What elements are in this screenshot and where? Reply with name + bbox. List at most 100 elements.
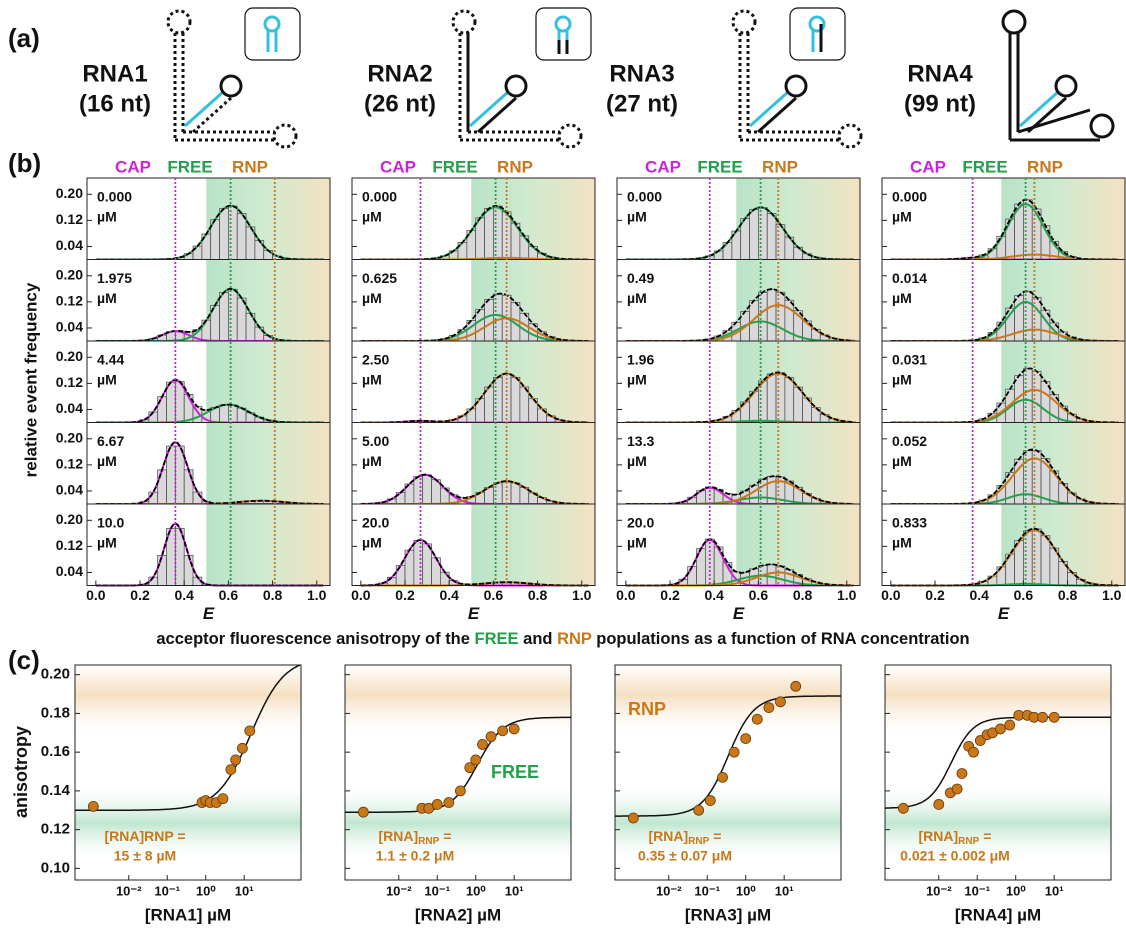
x-tick-label: 0.4 — [174, 587, 194, 603]
x-tick-label: 0.0 — [616, 587, 636, 603]
concentration: 13.3 — [627, 433, 654, 449]
data-point — [237, 742, 248, 754]
kd-name-text: [RNA] — [649, 828, 689, 844]
x-tick-label: 0.2 — [130, 587, 150, 603]
histogram-bar — [749, 484, 759, 505]
x-axis-label: [RNA4] µM — [955, 905, 1041, 924]
x-axis-label: E — [998, 604, 1010, 623]
concentration: 0.052 — [892, 433, 927, 449]
unit: µM — [627, 453, 647, 469]
panel-label: (b) — [8, 148, 41, 178]
x-tick-label: 10¹ — [505, 883, 524, 898]
concentration: 0.031 — [892, 352, 927, 368]
y-tick-label: 0.12 — [56, 293, 83, 309]
y-tick-label: 0.20 — [56, 511, 83, 527]
population-header: FREE — [432, 157, 477, 176]
kd-eq: = — [983, 828, 991, 844]
population-header: RNP — [232, 157, 268, 176]
plot-border — [344, 664, 572, 881]
y-tick-label: 0.18 — [41, 704, 70, 721]
shading-free — [345, 783, 571, 863]
data-point — [933, 799, 945, 810]
data-point — [790, 680, 802, 692]
unit: µM — [362, 453, 382, 469]
histogram-bar — [475, 309, 485, 342]
data-point — [217, 793, 229, 805]
data-point — [1037, 711, 1048, 723]
y-tick-label: 0.12 — [56, 456, 83, 472]
histogram-bar — [1005, 218, 1015, 260]
y-tick-label: 0.16 — [41, 743, 70, 760]
x-tick-label: 10¹ — [1045, 883, 1064, 898]
caption-text: populations as a function of RNA concent… — [596, 630, 969, 648]
data-point — [974, 735, 986, 746]
histogram-bar — [219, 292, 229, 342]
caption-text: acceptor fluorescence anisotropy of the — [156, 630, 470, 648]
x-tick-label: 10¹ — [775, 883, 794, 898]
histogram-bar — [183, 469, 194, 505]
kd-name: [RNA]RNP = — [379, 828, 452, 847]
histogram-bar — [493, 293, 503, 342]
y-tick-label: 0.12 — [41, 821, 70, 838]
histogram-bar — [1040, 535, 1051, 586]
x-tick-label: 1.0 — [572, 587, 592, 603]
unit: µM — [627, 372, 647, 388]
kd-sub: RNP — [688, 836, 709, 847]
x-tick-label: 10⁻² — [116, 883, 142, 898]
histogram-bar — [254, 326, 265, 342]
schematic — [731, 7, 863, 149]
data-point — [751, 713, 763, 725]
fit-curve — [75, 664, 301, 812]
plot-border — [74, 664, 302, 881]
data-point — [968, 746, 979, 758]
concentration: 0.000 — [362, 189, 397, 205]
unit: µM — [362, 372, 382, 388]
schematic — [451, 7, 592, 149]
x-tick-label: 10⁰ — [196, 883, 216, 898]
population-header: FREE — [167, 157, 212, 176]
concentration: 10.0 — [97, 515, 124, 531]
x-axis-label: [RNA1] µM — [145, 905, 231, 924]
data-point — [244, 725, 256, 737]
data-point — [230, 754, 242, 766]
x-tick-label: 0.2 — [395, 587, 415, 603]
kd-name: [RNA]RNP = — [104, 828, 185, 844]
x-tick-label: 10⁰ — [1006, 883, 1026, 898]
schematic — [1001, 9, 1115, 142]
x-tick-label: 10⁻¹ — [154, 883, 180, 898]
population-header: FREE — [697, 157, 742, 176]
shading-rnp — [75, 665, 301, 740]
y-tick-label: 0.04 — [56, 400, 83, 416]
rna-name: RNA3 — [609, 60, 674, 87]
histogram-bar — [183, 555, 194, 586]
y-tick-label: 0.04 — [56, 563, 83, 579]
x-tick-label: 0.6 — [219, 587, 239, 603]
shading-rnp — [345, 665, 571, 740]
x-tick-label: 10⁰ — [736, 883, 756, 898]
histogram-bar — [440, 571, 450, 586]
kd-sub: RNP — [958, 836, 979, 847]
y-tick-label: 0.20 — [56, 348, 83, 364]
unit: µM — [97, 535, 117, 551]
y-tick-label: 0.12 — [56, 537, 83, 553]
data-point — [704, 795, 716, 806]
x-tick-label: 0.8 — [263, 587, 283, 603]
data-point — [477, 739, 488, 750]
population-header: FREE — [962, 157, 1007, 176]
data-point — [693, 804, 705, 816]
x-tick-label: 0.6 — [1014, 587, 1034, 603]
unit: µM — [627, 535, 647, 551]
schematic — [166, 7, 301, 149]
x-tick-label: 0.2 — [660, 587, 680, 603]
unit: µM — [892, 372, 912, 388]
concentration: 20.0 — [627, 515, 654, 531]
data-point — [464, 762, 476, 774]
x-axis-label: E — [733, 604, 745, 623]
histogram-bar — [1031, 528, 1042, 586]
histogram-bar — [510, 482, 521, 505]
data-point — [717, 771, 728, 783]
y-tick-label: 0.20 — [56, 430, 83, 446]
data-point — [357, 806, 369, 818]
rna-name: RNA2 — [367, 60, 432, 87]
x-tick-label: 0.0 — [86, 587, 106, 603]
